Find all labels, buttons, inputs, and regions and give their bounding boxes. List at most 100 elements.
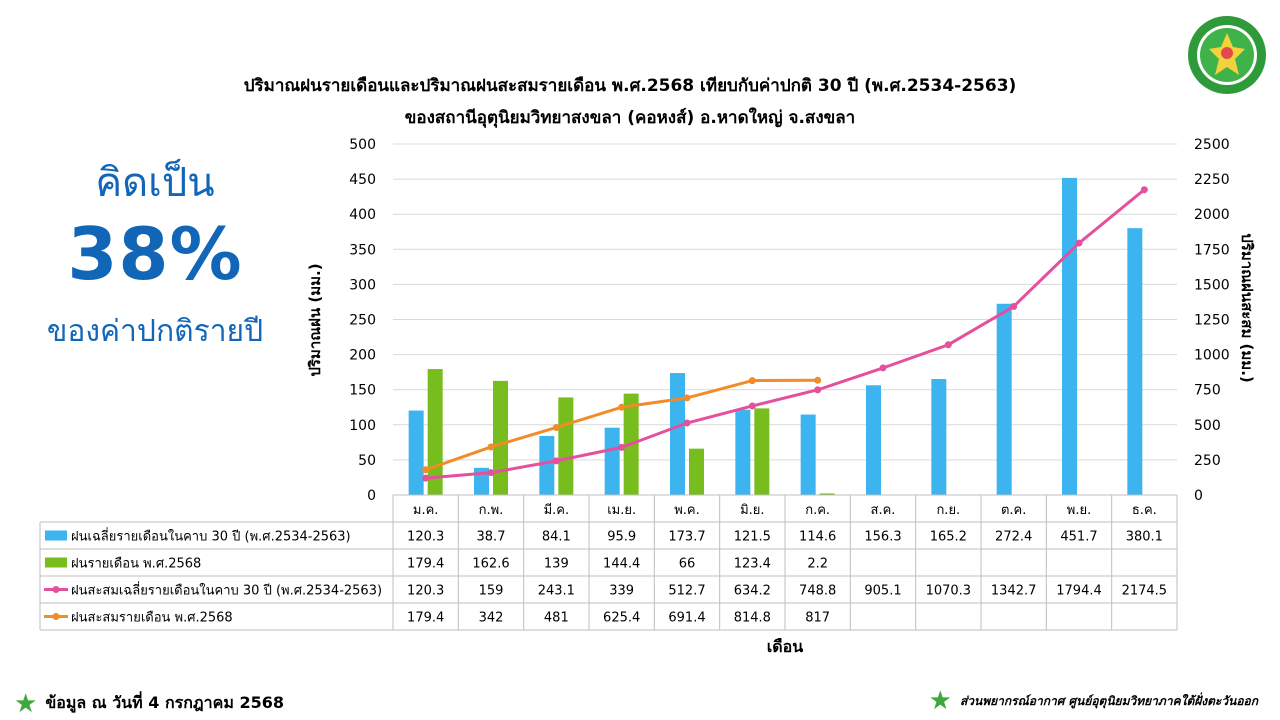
legend-swatch-marker [52, 613, 60, 620]
series-point [748, 402, 756, 410]
data-label: 159 [479, 584, 504, 599]
star-icon: ★ [14, 688, 38, 719]
meteorological-department-seal-icon [1188, 16, 1266, 94]
x-tick-label: พ.ค. [674, 503, 700, 518]
data-label: 2.2 [807, 557, 828, 572]
data-label: 38.7 [477, 530, 506, 545]
x-tick-label: ต.ค. [1001, 503, 1026, 518]
data-label: 243.1 [538, 584, 575, 599]
data-label: 95.9 [607, 530, 636, 545]
data-label: 66 [679, 557, 696, 572]
data-label: 139 [544, 557, 569, 572]
data-label: 380.1 [1126, 530, 1163, 545]
y2-tick-label: 1250 [1194, 313, 1230, 329]
y2-tick-label: 2000 [1194, 207, 1230, 223]
data-label: 634.2 [734, 584, 771, 599]
data-label: 814.8 [734, 611, 771, 626]
bar [735, 409, 751, 495]
data-label: 451.7 [1060, 530, 1097, 545]
x-tick-label: ก.พ. [479, 503, 504, 518]
series-point [422, 474, 430, 482]
series-point [552, 457, 560, 465]
data-label: 691.4 [668, 611, 705, 626]
data-label: 905.1 [864, 584, 901, 599]
y2-tick-label: 1750 [1194, 242, 1230, 258]
legend-swatch-marker [52, 586, 60, 593]
data-label: 748.8 [799, 584, 836, 599]
y2-tick-label: 0 [1194, 488, 1203, 504]
series-line [425, 188, 1146, 480]
data-label: 1794.4 [1056, 584, 1102, 599]
data-label: 2174.5 [1122, 584, 1168, 599]
legend-entry: ฝนเฉลี่ยรายเดือนในคาบ 30 ปี (พ.ศ.2534-25… [71, 528, 351, 545]
y-tick-label: 500 [349, 137, 376, 153]
data-label: 1342.7 [991, 584, 1037, 599]
data-label: 165.2 [930, 530, 967, 545]
organization-text: ส่วนพยากรณ์อากาศ ศูนย์อุตุนิยมวิทยาภาคใต… [959, 693, 1258, 708]
y2-tick-label: 2500 [1194, 137, 1230, 153]
x-tick-label: ธ.ค. [1132, 503, 1157, 518]
series-point [944, 341, 952, 349]
y-tick-label: 250 [349, 313, 376, 329]
legend-swatch [45, 557, 67, 568]
bar [800, 414, 816, 495]
data-label: 120.3 [407, 584, 444, 599]
x-tick-label: มี.ค. [544, 502, 570, 518]
bar [996, 303, 1012, 495]
bar [931, 379, 947, 495]
series-point [683, 394, 691, 402]
bar [866, 385, 881, 495]
data-label: 817 [805, 611, 830, 626]
data-label: 156.3 [864, 530, 901, 545]
series-point [814, 386, 822, 394]
bar [670, 373, 685, 495]
series-point [487, 443, 495, 451]
series-point [552, 423, 560, 431]
data-date-text: ข้อมูล ณ วันที่ 4 กรกฎาคม 2568 [45, 693, 284, 712]
data-label: 144.4 [603, 557, 640, 572]
data-label: 512.7 [668, 584, 705, 599]
y-axis-title: ปริมาณฝน (มม.) [306, 263, 324, 376]
series-point [683, 419, 691, 427]
bar [408, 410, 424, 495]
bar [493, 380, 508, 495]
y2-tick-label: 250 [1194, 453, 1221, 469]
data-label: 173.7 [668, 530, 705, 545]
x-tick-label: ก.ย. [936, 503, 960, 518]
x-tick-label: พ.ย. [1067, 503, 1091, 518]
chart-title-line2: ของสถานีอุตุนิยมวิทยาสงขลา (คอหงส์) อ.หา… [404, 108, 856, 128]
series-point [748, 377, 756, 385]
data-label: 179.4 [407, 611, 444, 626]
data-label: 120.3 [407, 530, 444, 545]
data-label: 481 [544, 611, 569, 626]
y-tick-label: 200 [349, 348, 376, 364]
data-label: 179.4 [407, 557, 444, 572]
summary-label: คิดเป็น [95, 160, 215, 206]
data-label: 121.5 [734, 530, 771, 545]
series-point [618, 443, 626, 451]
y-tick-label: 150 [349, 383, 376, 399]
x-tick-label: ม.ค. [413, 503, 439, 518]
series-point [618, 403, 626, 411]
legend-swatch [45, 530, 67, 541]
bar [604, 427, 620, 495]
data-label: 625.4 [603, 611, 640, 626]
y2-tick-label: 1500 [1194, 277, 1230, 293]
y-tick-label: 300 [349, 277, 376, 293]
series-point [879, 364, 887, 372]
x-tick-label: มิ.ย. [740, 503, 764, 518]
bar [558, 397, 574, 495]
series-point [487, 469, 495, 477]
data-date-footer: ★ ข้อมูล ณ วันที่ 4 กรกฎาคม 2568 [14, 688, 284, 719]
bar [819, 493, 835, 495]
chart-title-line1: ปริมาณฝนรายเดือนและปริมาณฝนสะสมรายเดือน … [243, 76, 1017, 96]
y2-tick-label: 500 [1194, 418, 1221, 434]
y2-axis-title: ปริมาณฝนสะสม (มม.) [1238, 233, 1256, 383]
star-icon: ★ [928, 686, 952, 716]
x-tick-label: ส.ค. [871, 503, 896, 518]
series-point [814, 376, 822, 384]
series-point [422, 466, 430, 474]
y2-tick-label: 750 [1194, 383, 1221, 399]
y-tick-label: 100 [349, 418, 376, 434]
